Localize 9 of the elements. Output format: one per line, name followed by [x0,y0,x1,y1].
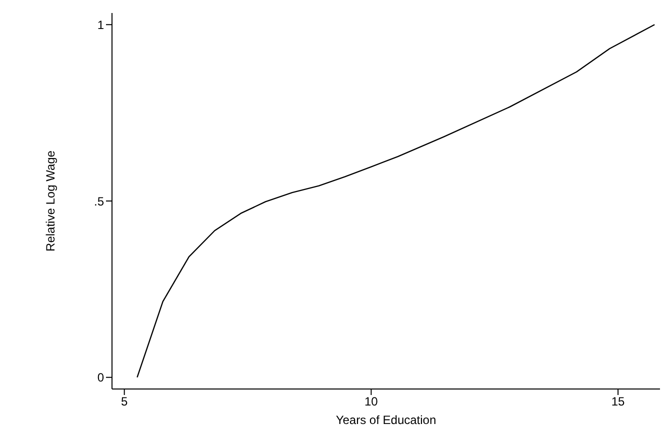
x-tick-label: 10 [364,394,378,409]
y-tick-label: .5 [94,194,104,208]
x-tick-label: 15 [611,394,626,409]
y-axis-title: Relative Log Wage [43,150,58,252]
line-series [136,24,656,378]
x-axis-title: Years of Education [336,413,436,427]
y-tick-label: 1 [97,18,104,32]
x-tick-label: 5 [121,394,128,409]
y-tick-label: 0 [97,370,104,385]
